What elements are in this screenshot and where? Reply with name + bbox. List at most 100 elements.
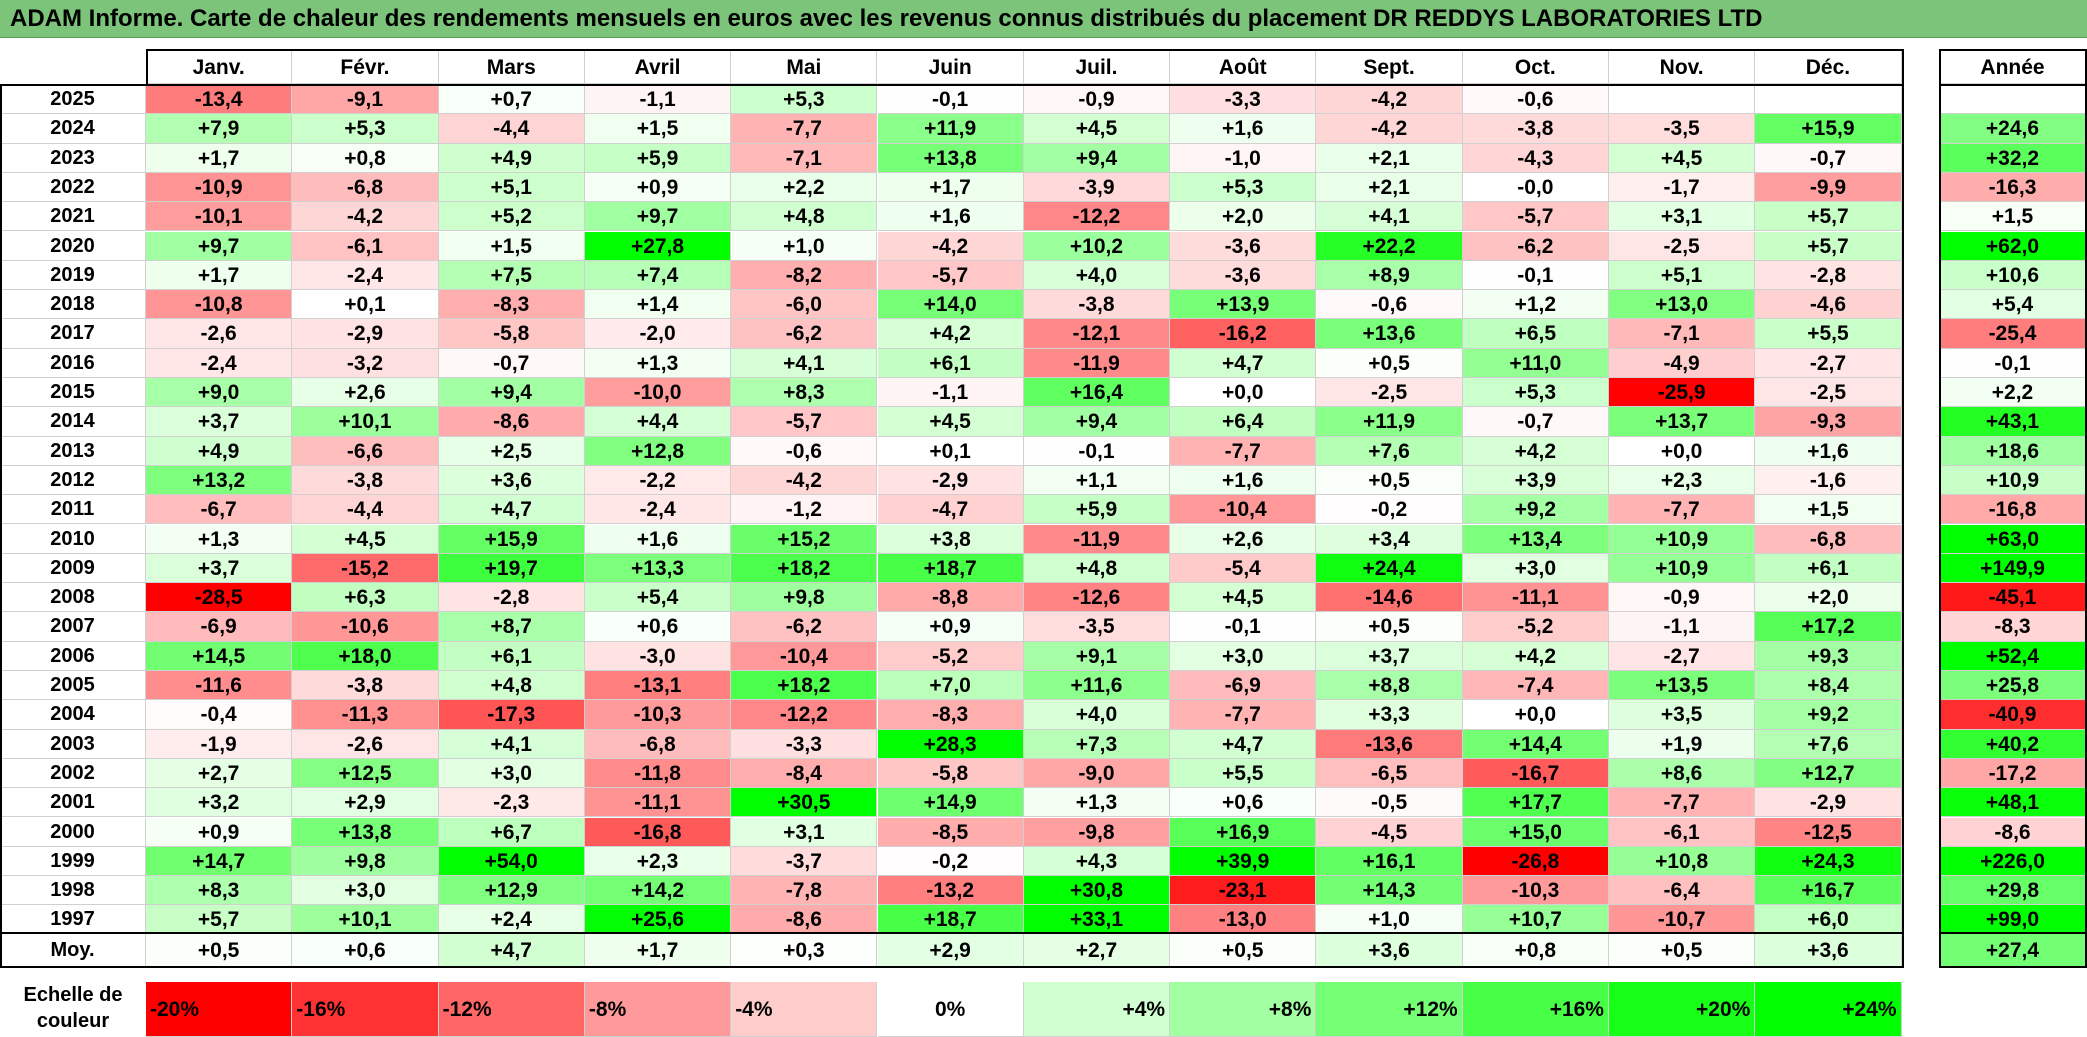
heatmap-cell: +8,3: [731, 378, 878, 408]
heatmap-cell: +14,0: [877, 290, 1024, 320]
heatmap-cell: +4,0: [1023, 260, 1171, 291]
heatmap-cell: -8,6: [438, 407, 585, 437]
heatmap-cell: -12,6: [1023, 583, 1171, 613]
heatmap-cell: +18,7: [877, 905, 1024, 935]
heatmap-cell: +8,4: [1755, 671, 1902, 701]
heatmap-cell: +2,6: [292, 378, 439, 408]
heatmap-cell: +6,1: [1755, 553, 1902, 584]
heatmap-cell: -6,2: [731, 612, 878, 642]
heatmap-cell: +9,3: [1755, 641, 1902, 671]
heatmap-cell: -4,9: [1609, 348, 1756, 378]
heatmap-cell: +13,9: [1170, 290, 1317, 320]
year-label: 1999: [0, 846, 146, 877]
annual-cell: +48,1: [1939, 788, 2087, 818]
annual-cell: +1,5: [1939, 202, 2087, 232]
heatmap-cell: -2,0: [584, 319, 732, 349]
heatmap-cell: -1,9: [146, 729, 293, 759]
heatmap-cell: -4,2: [877, 231, 1024, 261]
heatmap-cell: +2,0: [1170, 202, 1317, 232]
heatmap-cell: -4,7: [877, 495, 1024, 525]
heatmap-cell: -2,4: [146, 348, 293, 378]
heatmap-cell: +13,3: [584, 553, 732, 584]
heatmap-cell: +2,9: [292, 788, 439, 818]
annual-cell: +63,0: [1939, 524, 2087, 554]
heatmap-cell: +10,8: [1609, 846, 1756, 877]
heatmap-cell: +3,2: [146, 788, 293, 818]
heatmap-cell: -9,1: [292, 85, 439, 115]
heatmap-cell: -9,3: [1755, 407, 1902, 437]
heatmap-cell: +18,7: [877, 553, 1024, 584]
annual-cell: -45,1: [1939, 583, 2087, 613]
annual-cell: -17,2: [1939, 758, 2087, 789]
heatmap-cell: +5,7: [146, 905, 293, 935]
year-label: 2005: [0, 671, 146, 701]
annual-cell: [1939, 85, 2087, 115]
heatmap-cell: +5,3: [1462, 378, 1609, 408]
heatmap-cell: +6,5: [1462, 319, 1609, 349]
heatmap-cell: -0,2: [877, 846, 1024, 877]
heatmap-cell: -11,1: [584, 788, 732, 818]
color-scale-swatch: -16%: [292, 982, 439, 1037]
annual-cell: +32,2: [1939, 143, 2087, 173]
heatmap-cell: +5,5: [1170, 758, 1317, 789]
heatmap-cell: -3,6: [1170, 231, 1317, 261]
heatmap-cell: +8,9: [1316, 260, 1463, 291]
heatmap-cell: +9,7: [146, 231, 293, 261]
heatmap-cell: +5,3: [731, 85, 878, 115]
heatmap-cell: -2,5: [1755, 378, 1902, 408]
heatmap-cell: -0,6: [1316, 290, 1463, 320]
average-cell: +3,6: [1755, 934, 1902, 967]
average-cell: +0,3: [731, 934, 878, 967]
heatmap-cell: -4,6: [1755, 290, 1902, 320]
heatmap-cell: -0,1: [1023, 436, 1171, 466]
heatmap-cell: +14,3: [1316, 876, 1463, 906]
heatmap-cell: +10,9: [1609, 524, 1756, 554]
color-scale-swatch: +12%: [1316, 982, 1463, 1037]
heatmap-cell: +4,8: [438, 671, 585, 701]
heatmap-cell: +19,7: [438, 553, 585, 584]
heatmap-cell: -2,8: [438, 583, 585, 613]
year-label: 2025: [0, 85, 146, 115]
heatmap-cell: +3,7: [146, 407, 293, 437]
heatmap-cell: +12,8: [584, 436, 732, 466]
year-label: 2011: [0, 495, 146, 525]
heatmap-cell: +9,7: [584, 202, 732, 232]
heatmap-cell: -16,7: [1462, 758, 1609, 789]
heatmap-cell: +39,9: [1170, 846, 1317, 877]
heatmap-cell: +3,4: [1316, 524, 1463, 554]
heatmap-cell: -7,7: [1609, 495, 1756, 525]
heatmap-cell: -10,9: [146, 172, 293, 203]
heatmap-cell: +4,5: [1609, 143, 1756, 173]
heatmap-cell: +13,8: [877, 143, 1024, 173]
year-label: 2001: [0, 788, 146, 818]
heatmap-cell: +4,9: [438, 143, 585, 173]
heatmap-cell: -8,4: [731, 758, 878, 789]
heatmap-cell: -11,3: [292, 700, 439, 730]
heatmap-cell: +10,7: [1462, 905, 1609, 935]
heatmap-cell: +10,1: [292, 407, 439, 437]
year-label: 2007: [0, 612, 146, 642]
heatmap-cell: -2,5: [1609, 231, 1756, 261]
heatmap-cell: -2,5: [1316, 378, 1463, 408]
heatmap-cell: -0,5: [1316, 788, 1463, 818]
year-label: 2020: [0, 231, 146, 261]
month-header-7: Août: [1170, 51, 1317, 84]
heatmap-cell: -11,6: [146, 671, 293, 701]
year-label: 2016: [0, 348, 146, 378]
heatmap-cell: [1609, 85, 1756, 115]
heatmap-cell: +3,0: [292, 876, 439, 906]
heatmap-cell: +2,6: [1170, 524, 1317, 554]
color-scale-swatch: +8%: [1170, 982, 1317, 1037]
heatmap-cell: -2,4: [584, 495, 732, 525]
heatmap-cell: -0,1: [877, 85, 1024, 115]
heatmap-cell: +0,1: [877, 436, 1024, 466]
heatmap-cell: -3,3: [1170, 85, 1317, 115]
heatmap-cell: +12,9: [438, 876, 585, 906]
heatmap-cell: +3,0: [1170, 641, 1317, 671]
heatmap-cell: +2,7: [146, 758, 293, 789]
heatmap-cell: -7,1: [731, 143, 878, 173]
heatmap-cell: +7,4: [584, 260, 732, 291]
year-label: 2012: [0, 465, 146, 496]
heatmap-cell: -3,5: [1609, 114, 1756, 144]
heatmap-cell: -0,7: [1755, 143, 1902, 173]
